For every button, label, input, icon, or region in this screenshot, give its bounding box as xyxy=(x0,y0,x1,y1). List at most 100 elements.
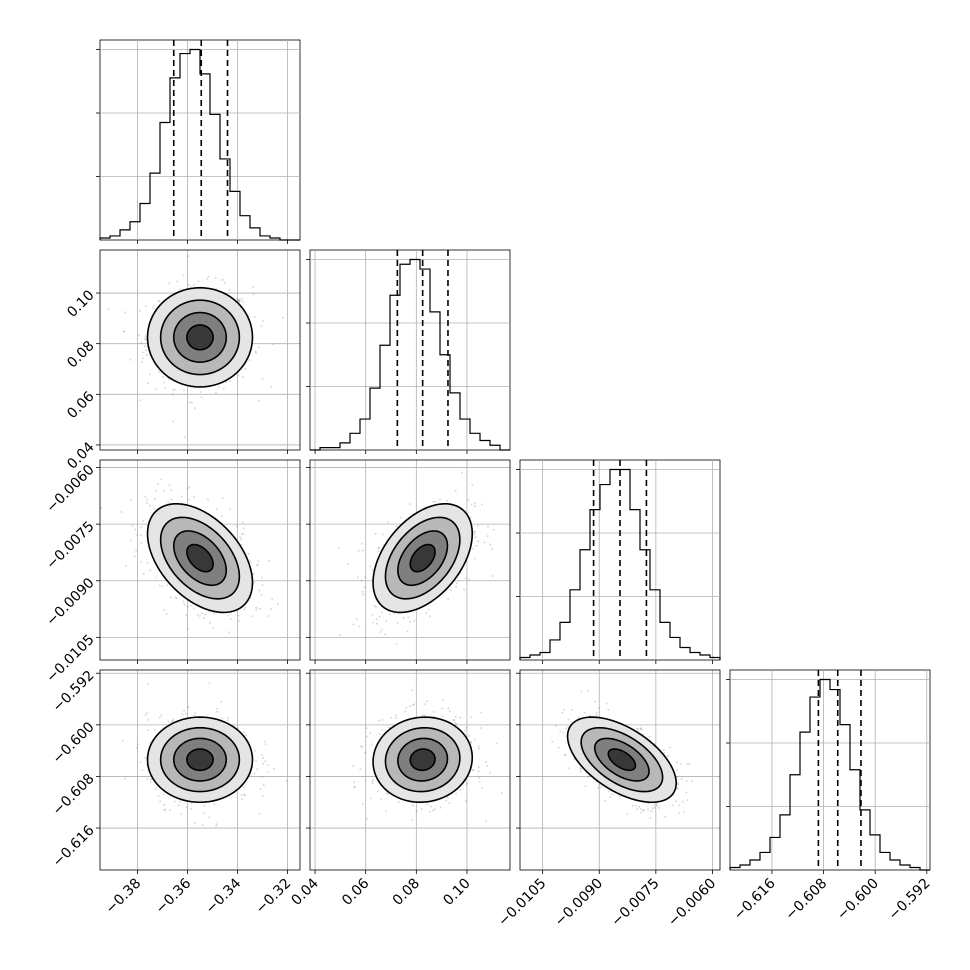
scatter-point xyxy=(357,549,360,552)
scatter-point xyxy=(361,746,364,749)
xtick-label: −0.0075 xyxy=(608,876,662,930)
scatter-point xyxy=(200,612,203,615)
scatter-point xyxy=(149,373,152,376)
scatter-point xyxy=(256,563,259,566)
scatter-point xyxy=(241,521,244,524)
scatter-point xyxy=(374,606,377,609)
scatter-point xyxy=(477,770,480,773)
scatter-point xyxy=(609,796,612,799)
scatter-point xyxy=(242,785,245,788)
scatter-point xyxy=(358,625,361,628)
scatter-point xyxy=(380,628,383,631)
scatter-point xyxy=(683,810,686,813)
scatter-point xyxy=(476,525,479,528)
scatter-point xyxy=(171,420,174,423)
scatter-point xyxy=(221,717,224,720)
scatter-point xyxy=(203,812,206,815)
scatter-point xyxy=(140,360,143,363)
scatter-point xyxy=(139,761,142,764)
scatter-point xyxy=(215,823,218,826)
scatter-point xyxy=(212,612,215,615)
scatter-point xyxy=(473,738,476,741)
contour-1 xyxy=(593,737,650,782)
scatter-point xyxy=(257,346,260,349)
scatter-point xyxy=(192,607,195,610)
scatter-point xyxy=(369,565,372,568)
scatter-point xyxy=(356,576,359,579)
scatter-point xyxy=(421,714,424,717)
scatter-point xyxy=(647,808,650,811)
scatter-point xyxy=(384,633,387,636)
panel-frame xyxy=(519,669,721,871)
scatter-point xyxy=(242,376,245,379)
scatter-point xyxy=(164,808,167,811)
panel-3-1 xyxy=(306,669,511,874)
scatter-point xyxy=(378,615,381,618)
scatter-point xyxy=(206,278,209,281)
scatter-point xyxy=(237,299,240,302)
scatter-point xyxy=(144,713,147,716)
scatter-point xyxy=(364,576,367,579)
scatter-point xyxy=(124,777,127,780)
scatter-point xyxy=(432,500,435,503)
scatter-point xyxy=(249,560,252,563)
scatter-point xyxy=(371,613,374,616)
contour-2 xyxy=(159,726,241,793)
scatter-point xyxy=(141,768,144,771)
scatter-point xyxy=(597,787,600,790)
panel-content xyxy=(100,460,300,660)
scatter-point xyxy=(361,549,364,552)
scatter-point xyxy=(649,816,652,819)
hist-panel-3 xyxy=(726,669,931,874)
scatter-point xyxy=(144,349,147,352)
scatter-point xyxy=(595,711,598,714)
scatter-point xyxy=(240,793,243,796)
scatter-point xyxy=(263,740,266,743)
scatter-point xyxy=(176,280,179,283)
scatter-point xyxy=(187,627,190,630)
scatter-point xyxy=(155,387,158,390)
scatter-point xyxy=(424,703,427,706)
scatter-point xyxy=(377,550,380,553)
contour-1 xyxy=(397,737,449,782)
scatter-point xyxy=(155,490,158,493)
scatter-point xyxy=(197,280,200,283)
scatter-point xyxy=(377,790,380,793)
scatter-point xyxy=(237,614,240,617)
scatter-point xyxy=(261,753,264,756)
scatter-point xyxy=(564,753,567,756)
scatter-point xyxy=(154,787,157,790)
scatter-point xyxy=(363,586,366,589)
scatter-point xyxy=(640,727,643,730)
scatter-point xyxy=(352,765,355,768)
scatter-point xyxy=(642,809,645,812)
scatter-point xyxy=(255,606,258,609)
xtick-label: 0.06 xyxy=(339,875,372,908)
scatter-point xyxy=(355,618,358,621)
scatter-point xyxy=(371,780,374,783)
contour-1 xyxy=(172,530,228,587)
scatter-point xyxy=(600,786,603,789)
scatter-point xyxy=(386,521,389,524)
scatter-point xyxy=(212,626,215,629)
scatter-point xyxy=(672,804,675,807)
scatter-point xyxy=(261,378,264,381)
scatter-point xyxy=(202,616,205,619)
scatter-point xyxy=(229,618,232,621)
scatter-point xyxy=(169,596,172,599)
scatter-point xyxy=(373,604,376,607)
scatter-point xyxy=(190,802,193,805)
scatter-point xyxy=(464,577,467,580)
scatter-point xyxy=(448,802,451,805)
scatter-point xyxy=(189,286,192,289)
scatter-point xyxy=(471,769,474,772)
scatter-point xyxy=(256,564,259,567)
scatter-point xyxy=(377,547,380,550)
scatter-point xyxy=(193,714,196,717)
scatter-point xyxy=(365,727,368,730)
scatter-point xyxy=(140,341,143,344)
scatter-point xyxy=(244,606,247,609)
scatter-point xyxy=(603,799,606,802)
scatter-point xyxy=(238,299,241,302)
